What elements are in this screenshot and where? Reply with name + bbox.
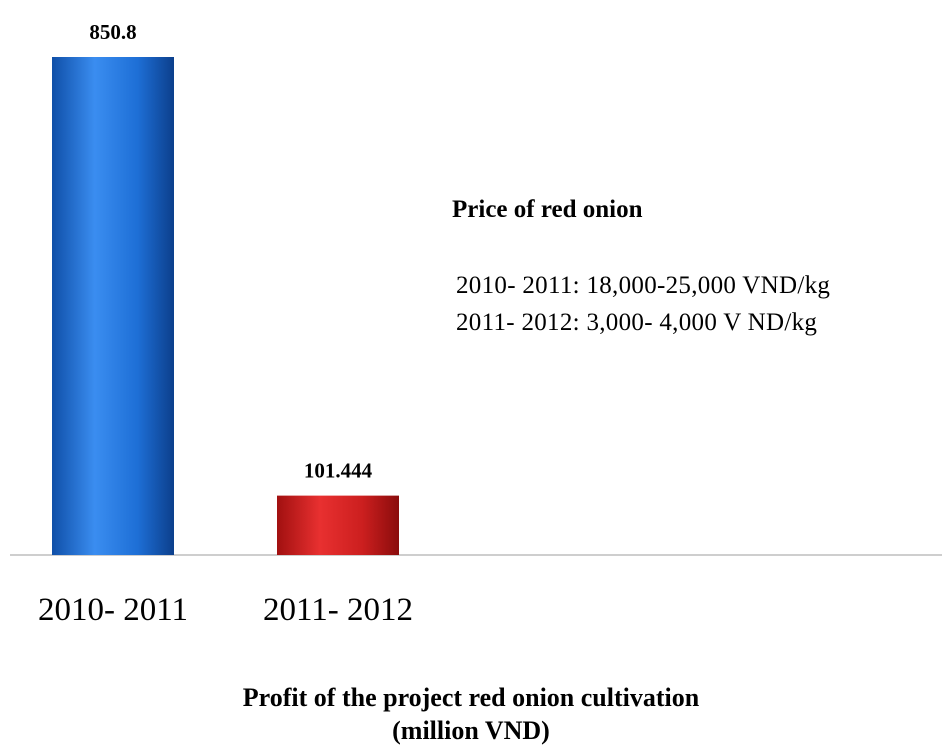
bar-2 bbox=[277, 495, 399, 555]
annotation-title: Price of red onion bbox=[452, 196, 643, 223]
chart-caption-unit: (million VND) bbox=[392, 716, 550, 745]
x-tick-label-2: 2011- 2012 bbox=[263, 592, 413, 628]
bar-1 bbox=[52, 57, 174, 555]
x-tick-label-1: 2010- 2011 bbox=[38, 592, 188, 628]
bar-value-label-2: 101.444 bbox=[304, 459, 373, 483]
chart-caption: Profit of the project red onion cultivat… bbox=[242, 683, 700, 712]
annotation-line-2: 2011- 2012: 3,000- 4,000 V ND/kg bbox=[456, 309, 818, 336]
bar-value-label-1: 850.8 bbox=[89, 20, 136, 44]
annotation-line-1: 2010- 2011: 18,000-25,000 VND/kg bbox=[456, 272, 831, 299]
